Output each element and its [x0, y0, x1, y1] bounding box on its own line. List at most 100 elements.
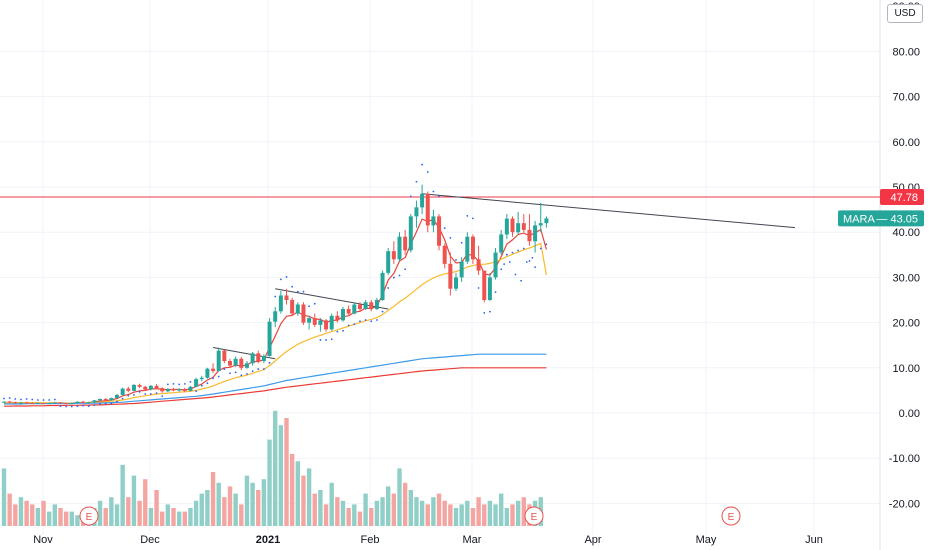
psar-dot [144, 393, 147, 395]
volume-bar [289, 454, 295, 526]
volume-bar [273, 410, 278, 526]
psar-dot [8, 397, 11, 399]
psar-dot [212, 377, 214, 380]
volume-bar [442, 500, 447, 526]
trendline[interactable] [422, 193, 796, 229]
volume-bar [431, 497, 436, 526]
volume-bar [143, 479, 148, 526]
volume-bar [250, 482, 255, 526]
time-axis-label: 2021 [256, 534, 280, 546]
psar-dot [353, 323, 356, 326]
volume-bar [453, 508, 459, 526]
psar-dot [178, 383, 181, 386]
psar-dot [172, 382, 175, 385]
volume-bar [244, 475, 250, 526]
candle-body [2, 401, 6, 403]
volume-bar [419, 500, 425, 526]
psar-dot [189, 381, 192, 383]
volume-bar [165, 504, 171, 526]
volume-bar [369, 508, 374, 526]
candle-body [273, 311, 278, 322]
candle-body [499, 234, 504, 253]
psar-dot [291, 285, 294, 288]
volume-bar [199, 493, 204, 526]
volume-bar [148, 508, 154, 526]
psar-dot [104, 402, 107, 405]
volume-bar [504, 508, 510, 526]
psar-dot [138, 391, 141, 393]
psar-dot [166, 383, 169, 386]
volume-bar [160, 511, 165, 526]
volume-bar [402, 482, 408, 526]
resistance-price-label: 47.78 [890, 192, 918, 204]
price-tick-label: -20.00 [889, 498, 920, 510]
volume-bar [75, 515, 80, 526]
candle-body [437, 216, 442, 246]
volume-bar [499, 493, 504, 526]
volume-bars [1, 410, 543, 526]
candle-body [160, 388, 165, 392]
psar-dot [48, 399, 51, 401]
volume-bar [397, 468, 402, 526]
price-tick-label: 20.00 [892, 318, 920, 330]
candle-body [69, 403, 74, 405]
currency-button[interactable]: USD [887, 4, 923, 23]
psar-dot [31, 398, 34, 401]
psar-dot [302, 290, 305, 293]
volume-bar [346, 508, 351, 526]
psar-dot [161, 395, 164, 397]
candle-body [75, 401, 80, 404]
candle-body [295, 304, 300, 314]
psar-dot [76, 405, 79, 407]
earnings-event-label: E [86, 512, 93, 523]
psar-dot [155, 392, 158, 395]
volume-bar [47, 511, 52, 526]
earnings-event-icon[interactable] [524, 506, 544, 526]
candle-body [284, 295, 289, 300]
volume-bar [24, 500, 29, 526]
psar-dot [494, 291, 497, 294]
psar-dot [520, 279, 522, 282]
psar-dot [522, 247, 525, 250]
candle-body [408, 216, 413, 251]
psar-dot [421, 163, 423, 166]
candle-body [459, 261, 464, 278]
volume-bar [521, 497, 526, 526]
earnings-event-icon[interactable] [721, 506, 741, 526]
time-axis-label: Apr [584, 534, 601, 546]
candle-body [318, 320, 323, 325]
volume-bar [109, 497, 114, 526]
psar-dot [477, 287, 480, 289]
candle-body [143, 386, 148, 390]
candle-body [165, 389, 170, 392]
psar-dot [381, 310, 384, 313]
psar-dot [229, 372, 231, 375]
candle-body [205, 368, 210, 378]
candle-body [324, 320, 329, 330]
earnings-event-icon[interactable] [79, 506, 99, 526]
candle-body [425, 193, 430, 226]
candle-body [363, 302, 368, 310]
earnings-event-label: E [728, 512, 735, 523]
candle-body [211, 368, 216, 371]
psar-dot [87, 405, 90, 407]
psar-dot [364, 319, 367, 321]
psar-dot [472, 217, 474, 220]
candle-body [194, 379, 199, 387]
candle-body [126, 388, 131, 391]
psar-dot [313, 302, 316, 305]
volume-bar [470, 508, 476, 526]
psar-dot [336, 330, 339, 333]
candle-body [493, 252, 498, 278]
candle-body [216, 350, 221, 371]
candle-body [267, 321, 272, 357]
volume-bar [182, 511, 187, 526]
psar-dot [376, 319, 378, 321]
candle-body [369, 302, 374, 310]
last-price-badge [838, 210, 924, 227]
candle-body [403, 236, 408, 251]
candle-body [307, 318, 312, 323]
candle-body [544, 218, 549, 224]
